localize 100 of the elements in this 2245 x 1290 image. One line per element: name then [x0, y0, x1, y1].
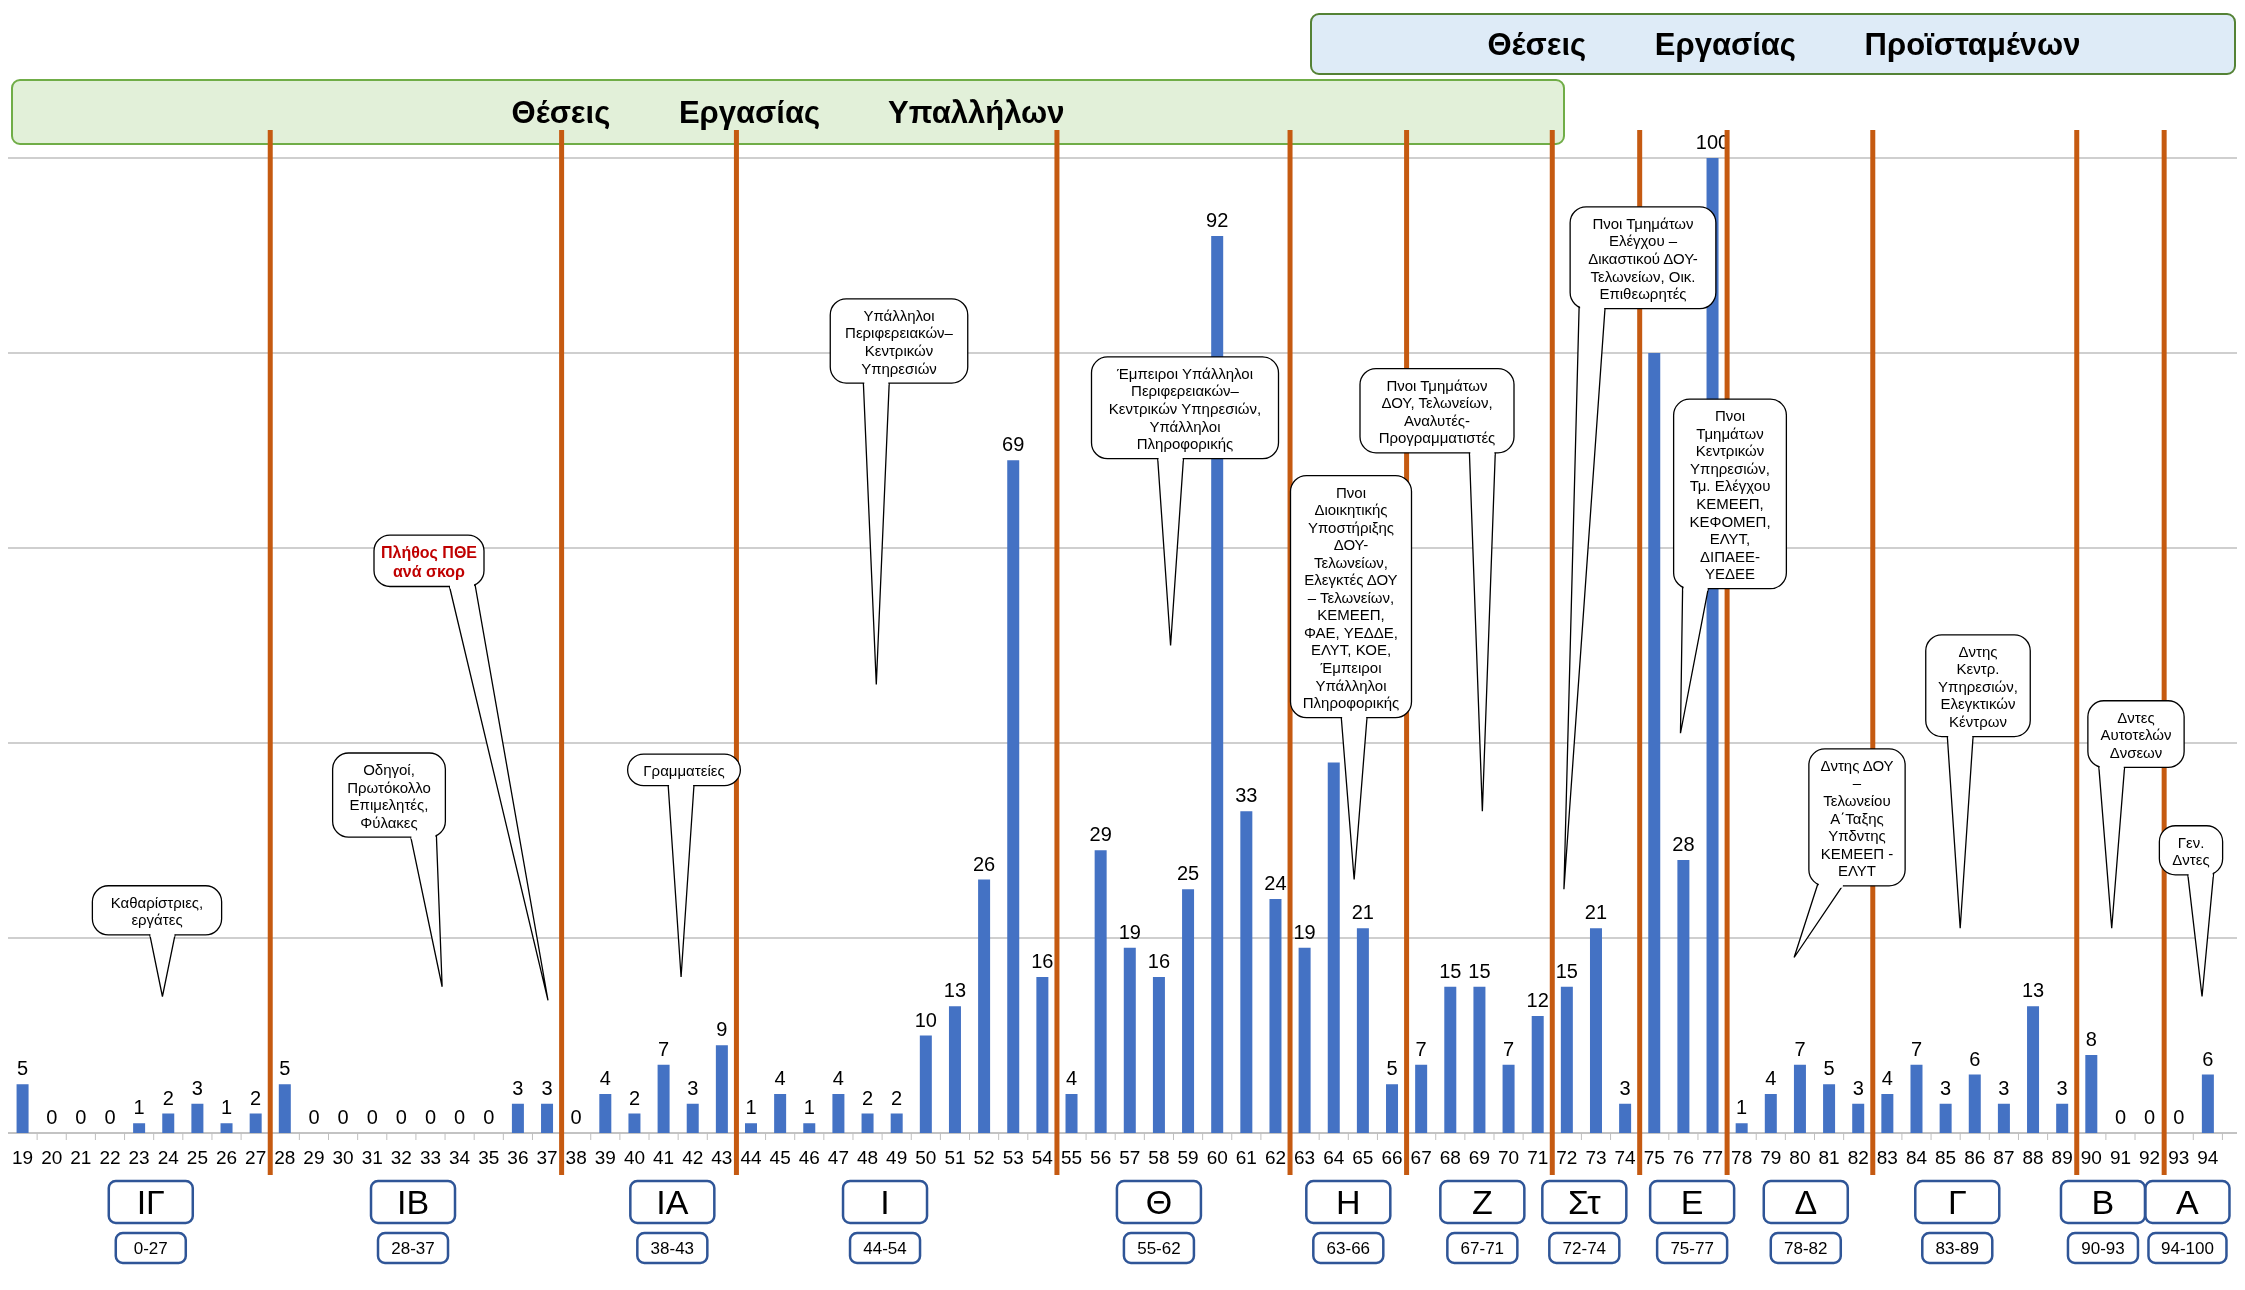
bar [1298, 947, 1311, 1133]
speech-bubble: Οδηγοί, Πρωτόκολλο Επιμελητές, Φύλακες [332, 752, 447, 988]
data-label: 1 [133, 1096, 145, 1119]
x-tick-label: 81 [1818, 1147, 1840, 1168]
text: Θ [1145, 1183, 1173, 1221]
text: Θέσεις Εργασίας Υπαλλήλων [511, 95, 1065, 130]
annotation: Πνοι Τμημάτων ΔΟΥ, Τελωνείων, Αναλυτές- Προγραμματιστές [1378, 376, 1496, 447]
text: 28-37 [391, 1239, 435, 1258]
bar [599, 1094, 612, 1133]
x-tick-label: 44 [740, 1147, 762, 1168]
x-tick-label: 61 [1235, 1147, 1257, 1168]
data-label: 9 [716, 1018, 728, 1041]
data-label: 0 [104, 1106, 116, 1128]
text: 78-82 [1784, 1239, 1828, 1258]
x-tick-label: 21 [70, 1147, 92, 1168]
data-label: 5 [279, 1057, 291, 1080]
bar [1939, 1103, 1952, 1133]
text: ΙΒ [396, 1183, 430, 1221]
x-tick-label: 69 [1468, 1147, 1490, 1168]
bar [1065, 1094, 1078, 1133]
data-label: 3 [1998, 1076, 2010, 1099]
bar [511, 1103, 524, 1133]
bar [1240, 811, 1253, 1133]
annotation: Δντης ΔΟΥ – Τελωνείου Α΄Ταξης Υπδντης ΚΕΜΕΕΠ - ΕΛΥΤ [1820, 756, 1894, 880]
x-tick-label: 84 [1905, 1147, 1928, 1168]
x-tick-label: 32 [390, 1147, 412, 1168]
x-tick-label: 34 [449, 1147, 471, 1168]
annotation: Καθαρίστριες, εργάτες [110, 893, 204, 929]
bar [1560, 986, 1573, 1133]
data-label: 24 [1264, 872, 1287, 894]
text: 55-62 [1137, 1239, 1181, 1258]
data-label: 13 [943, 979, 967, 1002]
bar [1793, 1064, 1806, 1133]
x-tick-label: 63 [1294, 1147, 1316, 1168]
x-tick-label: 41 [653, 1147, 675, 1168]
bar [1881, 1094, 1894, 1133]
x-tick-label: 91 [2109, 1147, 2132, 1168]
bar [1386, 1084, 1399, 1133]
data-label: 15 [1468, 959, 1491, 982]
bar [541, 1103, 554, 1133]
text: Ε [1680, 1183, 1704, 1221]
x-tick-label: 73 [1585, 1147, 1607, 1168]
x-tick-label: 94 [2197, 1147, 2219, 1168]
x-tick-label: 74 [1614, 1147, 1637, 1168]
annotation: Δντης Κεντρ. Υπηρεσιών, Ελεγκτικών Κέντρων [1938, 642, 2018, 731]
bar [715, 1045, 728, 1133]
bar [249, 1113, 262, 1133]
bar [1444, 986, 1457, 1133]
x-tick-label: 86 [1964, 1147, 1986, 1168]
bar [1648, 353, 1661, 1133]
data-label: 1 [1736, 1096, 1748, 1119]
data-label: 0 [570, 1106, 582, 1128]
x-tick-label: 65 [1352, 1147, 1374, 1168]
text: Δ [1794, 1183, 1818, 1221]
data-label: 6 [1969, 1047, 1981, 1070]
x-tick-label: 87 [1993, 1147, 2015, 1168]
x-tick-label: 53 [1002, 1147, 1024, 1168]
x-tick-label: 64 [1323, 1147, 1345, 1168]
data-label: 5 [1823, 1057, 1835, 1080]
x-tick-label: 54 [1031, 1147, 1054, 1168]
data-label: 28 [1672, 833, 1695, 855]
data-label: 4 [1065, 1067, 1078, 1089]
x-tick-label: 35 [478, 1147, 500, 1168]
x-tick-label: 48 [856, 1147, 879, 1168]
bar [1910, 1064, 1923, 1133]
x-tick-label: 39 [594, 1147, 616, 1168]
x-tick-label: 49 [886, 1147, 908, 1168]
x-tick-label: 60 [1206, 1147, 1228, 1168]
bar [220, 1123, 233, 1133]
text: 67-71 [1460, 1239, 1505, 1258]
data-label: 3 [687, 1076, 699, 1099]
x-tick-label: 71 [1527, 1147, 1549, 1168]
x-tick-label: 88 [2022, 1147, 2044, 1168]
bar [1094, 850, 1107, 1133]
x-tick-label: 90 [2080, 1147, 2102, 1168]
x-tick-label: 36 [507, 1147, 529, 1168]
data-label: 0 [46, 1106, 58, 1128]
data-label: 2 [162, 1086, 174, 1109]
data-label: 3 [1852, 1076, 1864, 1099]
x-tick-label: 52 [973, 1147, 995, 1168]
x-tick-label: 40 [623, 1147, 646, 1168]
bar [1677, 860, 1690, 1133]
text: 75-77 [1670, 1239, 1714, 1258]
data-label: 0 [483, 1106, 495, 1128]
data-label: 6 [2202, 1047, 2214, 1070]
text: Στ [1567, 1183, 1602, 1221]
bar [133, 1123, 146, 1133]
bar [948, 1006, 961, 1133]
data-label: 5 [17, 1057, 29, 1080]
bar [919, 1035, 932, 1133]
data-label: 7 [1910, 1037, 1923, 1060]
text: Θέσεις Εργασίας Προϊσταμένων [1487, 27, 2081, 62]
bar [1356, 928, 1369, 1133]
text: Β [2091, 1183, 2115, 1221]
annotation: Υπάλληλοι Περιφερειακών– Κεντρικών Υπηρεσιών [845, 306, 954, 377]
data-label: 3 [512, 1076, 524, 1099]
data-label: 0 [366, 1106, 378, 1128]
bar [1823, 1084, 1836, 1133]
bar [657, 1064, 670, 1133]
text: ΙΓ [136, 1183, 165, 1221]
